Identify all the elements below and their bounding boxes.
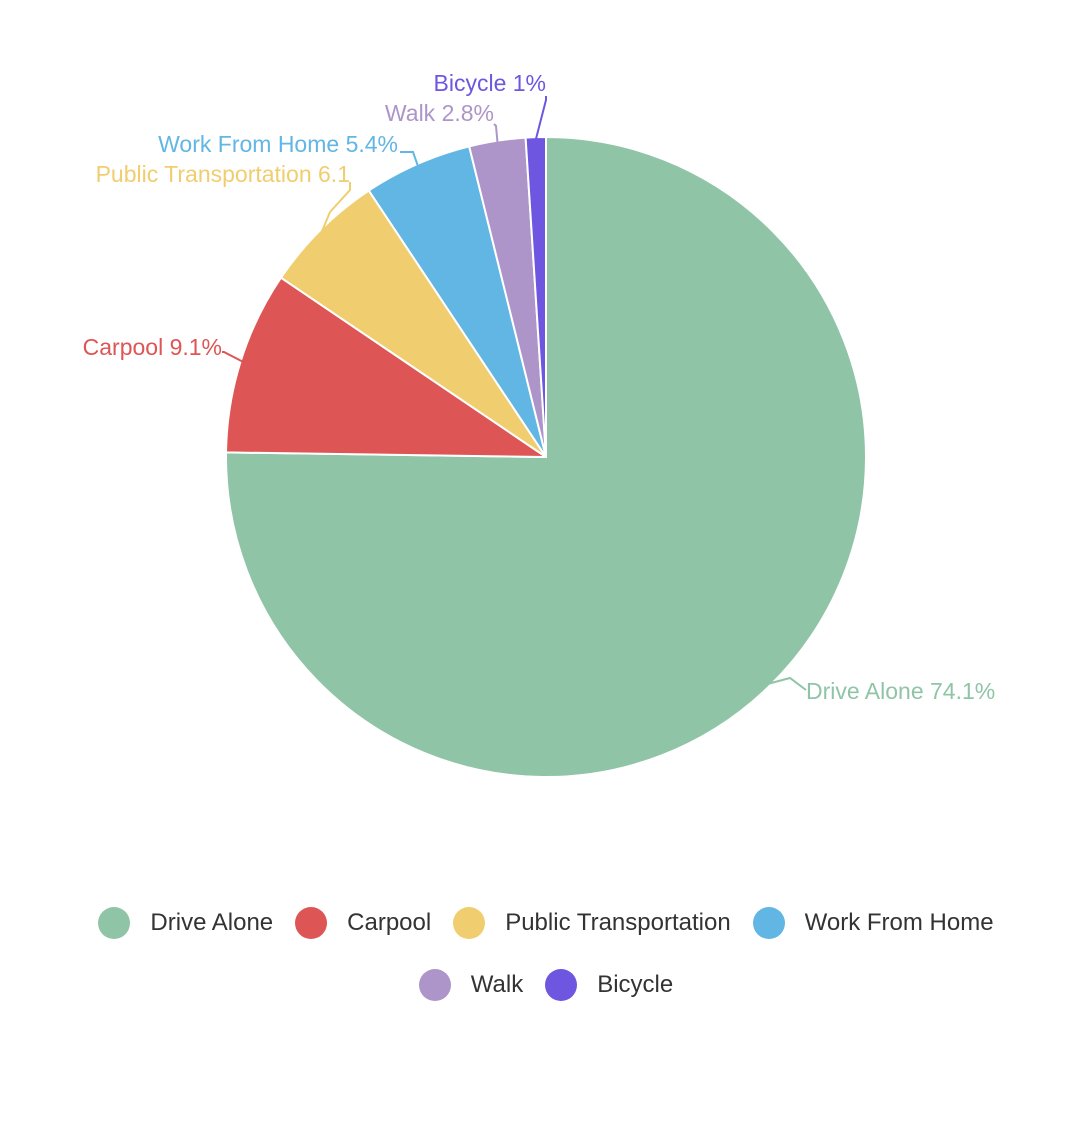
legend-marker-drive-alone — [98, 907, 131, 939]
leader-line-bicycle — [534, 96, 547, 140]
pie-slices — [225, 135, 867, 778]
legend-item-bicycle[interactable]: Bicycle — [545, 967, 673, 1003]
leader-line-public-transportation — [321, 182, 351, 232]
legend-label: Carpool — [347, 909, 432, 936]
legend-item-public-transportation[interactable]: Public Transportation — [453, 905, 731, 941]
legend-item-drive-alone[interactable]: Drive Alone — [98, 905, 273, 941]
leader-line-carpool — [222, 351, 244, 363]
legend-marker-bicycle — [545, 969, 578, 1001]
legend-marker-public-transportation — [453, 907, 486, 939]
legend-item-carpool[interactable]: Carpool — [295, 905, 431, 941]
legend-item-work-from-home[interactable]: Work From Home — [752, 905, 994, 941]
slice-label-walk: Walk 2.8% — [385, 100, 494, 126]
pie-chart: Drive Alone 74.1% Carpool 9.1% Public Tran… — [83, 70, 996, 778]
legend-label: Bicycle — [597, 971, 674, 998]
legend: Drive Alone Carpool Public Transportatio… — [0, 905, 1092, 1003]
leader-line-work-from-home — [400, 151, 419, 167]
slice-label-work-from-home: Work From Home 5.4% — [158, 131, 398, 157]
pie-slice-public-transportation[interactable] — [279, 189, 547, 458]
legend-label: Work From Home — [804, 909, 994, 936]
slice-label-carpool: Carpool 9.1% — [83, 334, 222, 360]
legend-marker-carpool — [295, 907, 328, 939]
legend-label: Drive Alone — [150, 909, 274, 936]
legend-marker-walk — [418, 969, 451, 1001]
legend-item-walk[interactable]: Walk — [418, 967, 524, 1003]
legend-label: Public Transportation — [505, 909, 731, 936]
legend-marker-work-from-home — [752, 907, 785, 939]
slice-label-bicycle: Bicycle 1% — [434, 70, 546, 96]
slice-label-public-transportation: Public Transportation 6.1 — [96, 161, 350, 187]
leader-line-walk — [493, 123, 499, 143]
slice-labels: Drive Alone 74.1% Carpool 9.1% Public Tran… — [83, 70, 996, 704]
slice-label-drive-alone: Drive Alone 74.1% — [806, 678, 995, 704]
label-connectors — [222, 96, 807, 691]
legend-label: Walk — [470, 971, 524, 998]
leader-line-drive-alone — [768, 676, 807, 691]
